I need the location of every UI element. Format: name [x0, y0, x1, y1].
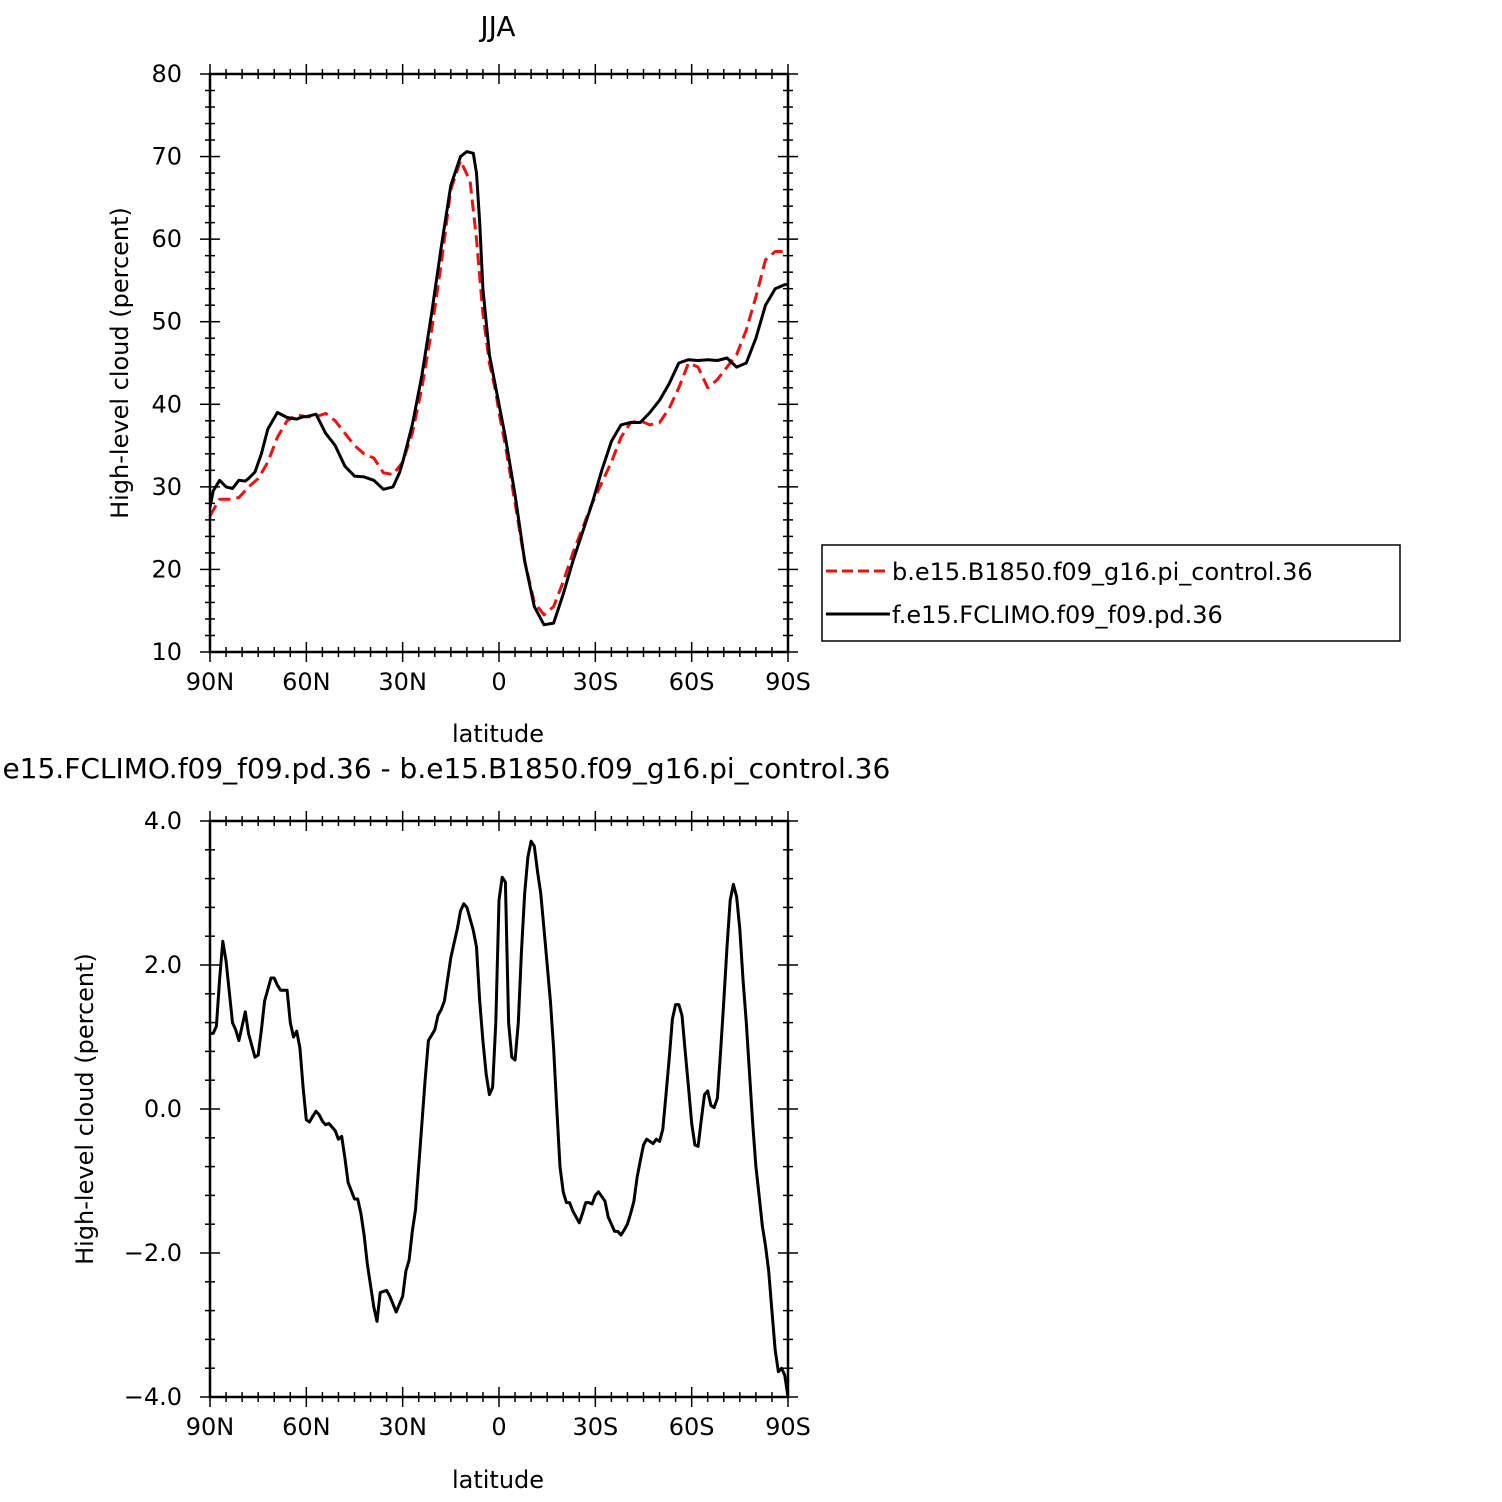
bottom-x-axis-label: latitude: [452, 1466, 544, 1494]
bottom-y-tick-label: 0.0: [144, 1095, 182, 1123]
bottom-y-axis-label: High-level cloud (percent): [71, 953, 99, 1265]
bottom-x-tick-label: 30N: [378, 1413, 427, 1441]
top-series-line-1: [210, 159, 788, 617]
legend-label-series-1: b.e15.B1850.f09_g16.pi_control.36: [892, 558, 1313, 586]
top-series-layer: [210, 150, 788, 627]
top-y-tick-label: 80: [151, 60, 182, 88]
top-y-tick-label: 10: [151, 638, 182, 666]
top-y-tick-label: 30: [151, 473, 182, 501]
top-y-tick-label: 60: [151, 225, 182, 253]
legend-box: [821, 544, 1401, 642]
top-y-tick-label: 40: [151, 390, 182, 418]
top-x-tick-label: 60S: [669, 668, 715, 696]
top-plot-frame: [208, 72, 790, 654]
top-x-tick-label: 0: [491, 668, 506, 696]
top-x-tick-label: 60N: [282, 668, 331, 696]
top-x-tick-label: 30N: [378, 668, 427, 696]
bottom-x-tick-label: 90N: [186, 1413, 235, 1441]
bottom-ticks-layer: 90N 60N 30N 0 30S 60S 90S −4.0 −2.0 0.0 2.0 4.0: [124, 807, 811, 1441]
bottom-series-line-1: [210, 839, 788, 1397]
bottom-y-tick-label: 2.0: [144, 951, 182, 979]
bottom-x-tick-label: 0: [491, 1413, 506, 1441]
bottom-y-tick-label: 4.0: [144, 807, 182, 835]
legend-label-series-2: f.e15.FCLIMO.f09_f09.pd.36: [892, 601, 1223, 629]
top-panel: JJA 90N 60N 30N 0 30S 60S 90S1020304050607080 …: [106, 10, 811, 748]
bottom-x-tick-label: 60N: [282, 1413, 331, 1441]
bottom-series-layer: [210, 839, 788, 1397]
bottom-panel: f.e15.FCLIMO.f09_f09.pd.36 - b.e15.B1850…: [0, 752, 890, 1494]
top-x-axis-label: latitude: [452, 720, 544, 748]
top-x-tick-label: 90N: [186, 668, 235, 696]
bottom-y-tick-label: −2.0: [124, 1239, 182, 1267]
bottom-x-tick-label: 30S: [572, 1413, 618, 1441]
bottom-chart-title: f.e15.FCLIMO.f09_f09.pd.36 - b.e15.B1850…: [0, 752, 890, 785]
top-ticks-layer: 90N 60N 30N 0 30S 60S 90S 10 20 30 40 50 60 70 80: [151, 60, 810, 696]
legend: b.e15.B1850.f09_g16.pi_control.36 f.e15.…: [821, 544, 1401, 642]
top-x-tick-label: 90S: [765, 668, 811, 696]
top-y-tick-label: 50: [151, 308, 182, 336]
top-x-tick-label: 30S: [572, 668, 618, 696]
top-y-tick-label: 70: [151, 143, 182, 171]
bottom-x-tick-label: 60S: [669, 1413, 715, 1441]
bottom-plot-frame: [208, 819, 790, 1399]
bottom-y-tick-label: −4.0: [124, 1383, 182, 1411]
top-y-axis-label: High-level cloud (percent): [106, 207, 134, 519]
top-chart-title: JJA: [478, 10, 515, 43]
bottom-x-tick-label: 90S: [765, 1413, 811, 1441]
top-series-line-2: [210, 150, 788, 627]
top-y-tick-label: 20: [151, 555, 182, 583]
